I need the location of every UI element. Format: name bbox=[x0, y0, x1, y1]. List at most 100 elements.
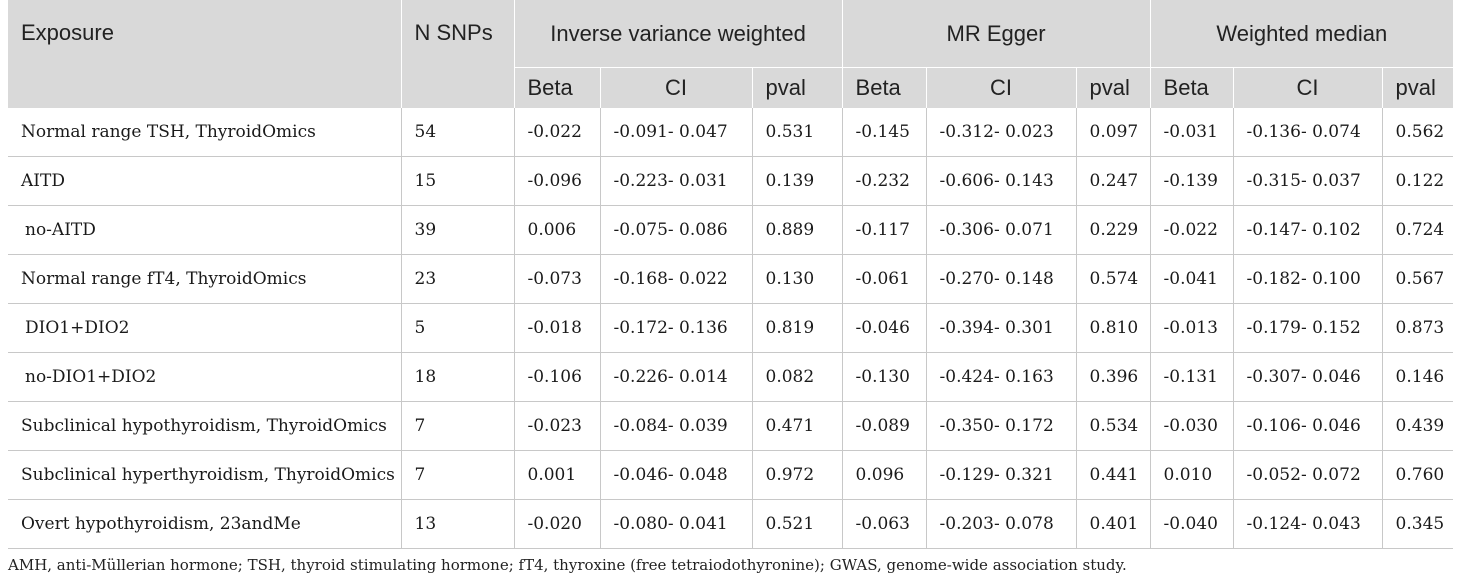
cell-exposure: Subclinical hypothyroidism, ThyroidOmics bbox=[8, 401, 402, 451]
cell-exposure: DIO1+DIO2 bbox=[8, 303, 402, 353]
cell-ivw-pval: 0.130 bbox=[752, 254, 843, 304]
subheader-pval: pval bbox=[1382, 67, 1454, 108]
cell-wm-pval: 0.146 bbox=[1382, 352, 1454, 402]
subheader-ci: CI bbox=[1233, 67, 1383, 108]
cell-ivw-ci: -0.172- 0.136 bbox=[600, 303, 753, 353]
cell-wm-beta: 0.010 bbox=[1150, 450, 1234, 500]
cell-ivw-pval: 0.819 bbox=[752, 303, 843, 353]
header-group-weighted-median: Weighted median bbox=[1150, 0, 1454, 68]
cell-wm-beta: -0.013 bbox=[1150, 303, 1234, 353]
cell-wm-ci: -0.315- 0.037 bbox=[1233, 156, 1383, 206]
cell-egger-ci: -0.350- 0.172 bbox=[926, 401, 1077, 451]
cell-wm-pval: 0.567 bbox=[1382, 254, 1454, 304]
cell-egger-pval: 0.396 bbox=[1076, 352, 1151, 402]
cell-wm-ci: -0.052- 0.072 bbox=[1233, 450, 1383, 500]
cell-egger-ci: -0.606- 0.143 bbox=[926, 156, 1077, 206]
cell-ivw-ci: -0.084- 0.039 bbox=[600, 401, 753, 451]
table-row: no-AITD 39 0.006 -0.075- 0.086 0.889 -0.117 -0… bbox=[8, 205, 1454, 255]
cell-wm-ci: -0.182- 0.100 bbox=[1233, 254, 1383, 304]
cell-exposure: AITD bbox=[8, 156, 402, 206]
header-n-snps: N SNPs bbox=[401, 0, 515, 108]
cell-egger-beta: -0.063 bbox=[842, 499, 927, 549]
cell-wm-pval: 0.760 bbox=[1382, 450, 1454, 500]
cell-ivw-pval: 0.531 bbox=[752, 108, 843, 157]
subheader-pval: pval bbox=[752, 67, 843, 108]
cell-wm-pval: 0.345 bbox=[1382, 499, 1454, 549]
cell-wm-beta: -0.139 bbox=[1150, 156, 1234, 206]
cell-n-snps: 23 bbox=[401, 254, 515, 304]
cell-wm-ci: -0.147- 0.102 bbox=[1233, 205, 1383, 255]
table-row: Subclinical hyperthyroidism, ThyroidOmic… bbox=[8, 450, 1454, 500]
cell-ivw-pval: 0.139 bbox=[752, 156, 843, 206]
cell-egger-pval: 0.810 bbox=[1076, 303, 1151, 353]
cell-exposure: no-AITD bbox=[8, 205, 402, 255]
cell-egger-pval: 0.097 bbox=[1076, 108, 1151, 157]
cell-egger-pval: 0.229 bbox=[1076, 205, 1151, 255]
cell-ivw-beta: -0.022 bbox=[514, 108, 601, 157]
cell-exposure: Normal range TSH, ThyroidOmics bbox=[8, 108, 402, 157]
cell-egger-beta: -0.046 bbox=[842, 303, 927, 353]
cell-wm-beta: -0.041 bbox=[1150, 254, 1234, 304]
cell-wm-ci: -0.106- 0.046 bbox=[1233, 401, 1383, 451]
cell-wm-ci: -0.136- 0.074 bbox=[1233, 108, 1383, 157]
cell-egger-pval: 0.401 bbox=[1076, 499, 1151, 549]
subheader-beta: Beta bbox=[1150, 67, 1234, 108]
table-row: Overt hypothyroidism, 23andMe 13 -0.020 -0.… bbox=[8, 499, 1454, 549]
cell-egger-ci: -0.129- 0.321 bbox=[926, 450, 1077, 500]
cell-n-snps: 54 bbox=[401, 108, 515, 157]
cell-ivw-pval: 0.471 bbox=[752, 401, 843, 451]
cell-n-snps: 39 bbox=[401, 205, 515, 255]
cell-ivw-beta: -0.073 bbox=[514, 254, 601, 304]
mr-results-table: Exposure N SNPs Inverse variance weighte… bbox=[8, 0, 1454, 549]
cell-egger-beta: -0.089 bbox=[842, 401, 927, 451]
cell-exposure: Normal range fT4, ThyroidOmics bbox=[8, 254, 402, 304]
cell-ivw-ci: -0.080- 0.041 bbox=[600, 499, 753, 549]
cell-exposure: Overt hypothyroidism, 23andMe bbox=[8, 499, 402, 549]
cell-ivw-beta: -0.020 bbox=[514, 499, 601, 549]
cell-wm-pval: 0.562 bbox=[1382, 108, 1454, 157]
header-group-mr-egger: MR Egger bbox=[842, 0, 1151, 68]
table-footnote: AMH, anti-Müllerian hormone; TSH, thyroi… bbox=[8, 556, 1127, 574]
table-body: Normal range TSH, ThyroidOmics 54 -0.022 -0… bbox=[8, 108, 1454, 549]
table-row: Subclinical hypothyroidism, ThyroidOmics… bbox=[8, 401, 1454, 451]
cell-egger-ci: -0.306- 0.071 bbox=[926, 205, 1077, 255]
cell-wm-pval: 0.439 bbox=[1382, 401, 1454, 451]
cell-ivw-ci: -0.223- 0.031 bbox=[600, 156, 753, 206]
cell-ivw-beta: 0.001 bbox=[514, 450, 601, 500]
cell-ivw-pval: 0.889 bbox=[752, 205, 843, 255]
cell-ivw-beta: 0.006 bbox=[514, 205, 601, 255]
cell-egger-ci: -0.424- 0.163 bbox=[926, 352, 1077, 402]
cell-ivw-beta: -0.106 bbox=[514, 352, 601, 402]
table-row: AITD 15 -0.096 -0.223- 0.031 0.139 -0.232 -0.6… bbox=[8, 156, 1454, 206]
cell-ivw-ci: -0.168- 0.022 bbox=[600, 254, 753, 304]
table-row: no-DIO1+DIO2 18 -0.106 -0.226- 0.014 0.082 -0… bbox=[8, 352, 1454, 402]
cell-wm-pval: 0.122 bbox=[1382, 156, 1454, 206]
subheader-pval: pval bbox=[1076, 67, 1151, 108]
header-exposure: Exposure bbox=[8, 0, 402, 108]
cell-wm-pval: 0.873 bbox=[1382, 303, 1454, 353]
cell-egger-ci: -0.394- 0.301 bbox=[926, 303, 1077, 353]
cell-egger-ci: -0.270- 0.148 bbox=[926, 254, 1077, 304]
subheader-ci: CI bbox=[600, 67, 753, 108]
table-row: DIO1+DIO2 5 -0.018 -0.172- 0.136 0.819 -0.046… bbox=[8, 303, 1454, 353]
cell-n-snps: 7 bbox=[401, 401, 515, 451]
cell-ivw-ci: -0.046- 0.048 bbox=[600, 450, 753, 500]
cell-egger-pval: 0.574 bbox=[1076, 254, 1151, 304]
cell-egger-ci: -0.203- 0.078 bbox=[926, 499, 1077, 549]
header-group-ivw: Inverse variance weighted bbox=[514, 0, 843, 68]
cell-egger-ci: -0.312- 0.023 bbox=[926, 108, 1077, 157]
table-header: Exposure N SNPs Inverse variance weighte… bbox=[8, 0, 1454, 108]
cell-egger-beta: -0.130 bbox=[842, 352, 927, 402]
subheader-beta: Beta bbox=[514, 67, 601, 108]
cell-wm-ci: -0.124- 0.043 bbox=[1233, 499, 1383, 549]
cell-egger-beta: 0.096 bbox=[842, 450, 927, 500]
cell-wm-beta: -0.040 bbox=[1150, 499, 1234, 549]
cell-egger-beta: -0.061 bbox=[842, 254, 927, 304]
cell-wm-beta: -0.131 bbox=[1150, 352, 1234, 402]
cell-n-snps: 7 bbox=[401, 450, 515, 500]
cell-n-snps: 15 bbox=[401, 156, 515, 206]
table-row: Normal range fT4, ThyroidOmics 23 -0.073 -0… bbox=[8, 254, 1454, 304]
cell-ivw-pval: 0.972 bbox=[752, 450, 843, 500]
table-row: Normal range TSH, ThyroidOmics 54 -0.022 -0… bbox=[8, 108, 1454, 157]
cell-egger-pval: 0.247 bbox=[1076, 156, 1151, 206]
